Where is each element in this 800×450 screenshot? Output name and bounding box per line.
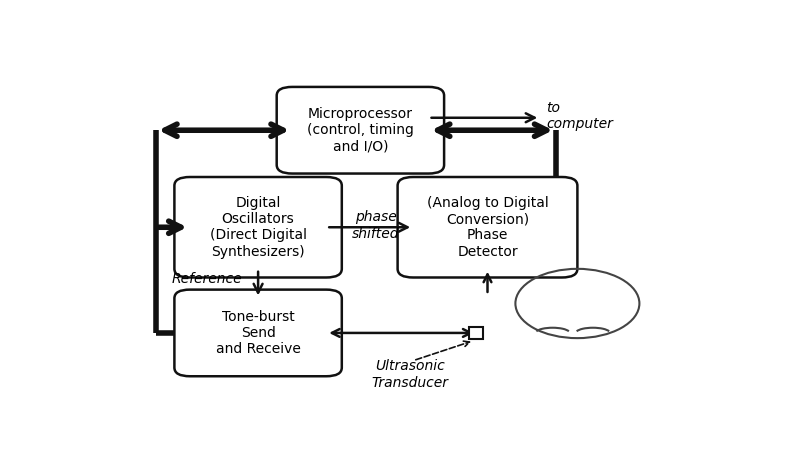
- FancyBboxPatch shape: [277, 87, 444, 174]
- Text: (Analog to Digital
Conversion)
Phase
Detector: (Analog to Digital Conversion) Phase Det…: [426, 196, 548, 259]
- Text: Digital
Oscillators
(Direct Digital
Synthesizers): Digital Oscillators (Direct Digital Synt…: [210, 196, 306, 259]
- FancyBboxPatch shape: [398, 177, 578, 278]
- Bar: [469, 327, 482, 339]
- Text: Reference: Reference: [171, 272, 242, 286]
- Text: Microprocessor
(control, timing
and I/O): Microprocessor (control, timing and I/O): [307, 107, 414, 153]
- Text: to
computer: to computer: [546, 101, 614, 131]
- Text: Ultrasonic
Transducer: Ultrasonic Transducer: [371, 360, 449, 390]
- FancyBboxPatch shape: [174, 177, 342, 278]
- FancyBboxPatch shape: [174, 290, 342, 376]
- Text: Tone-burst
Send
and Receive: Tone-burst Send and Receive: [216, 310, 301, 356]
- Text: phase
shifted: phase shifted: [352, 211, 400, 241]
